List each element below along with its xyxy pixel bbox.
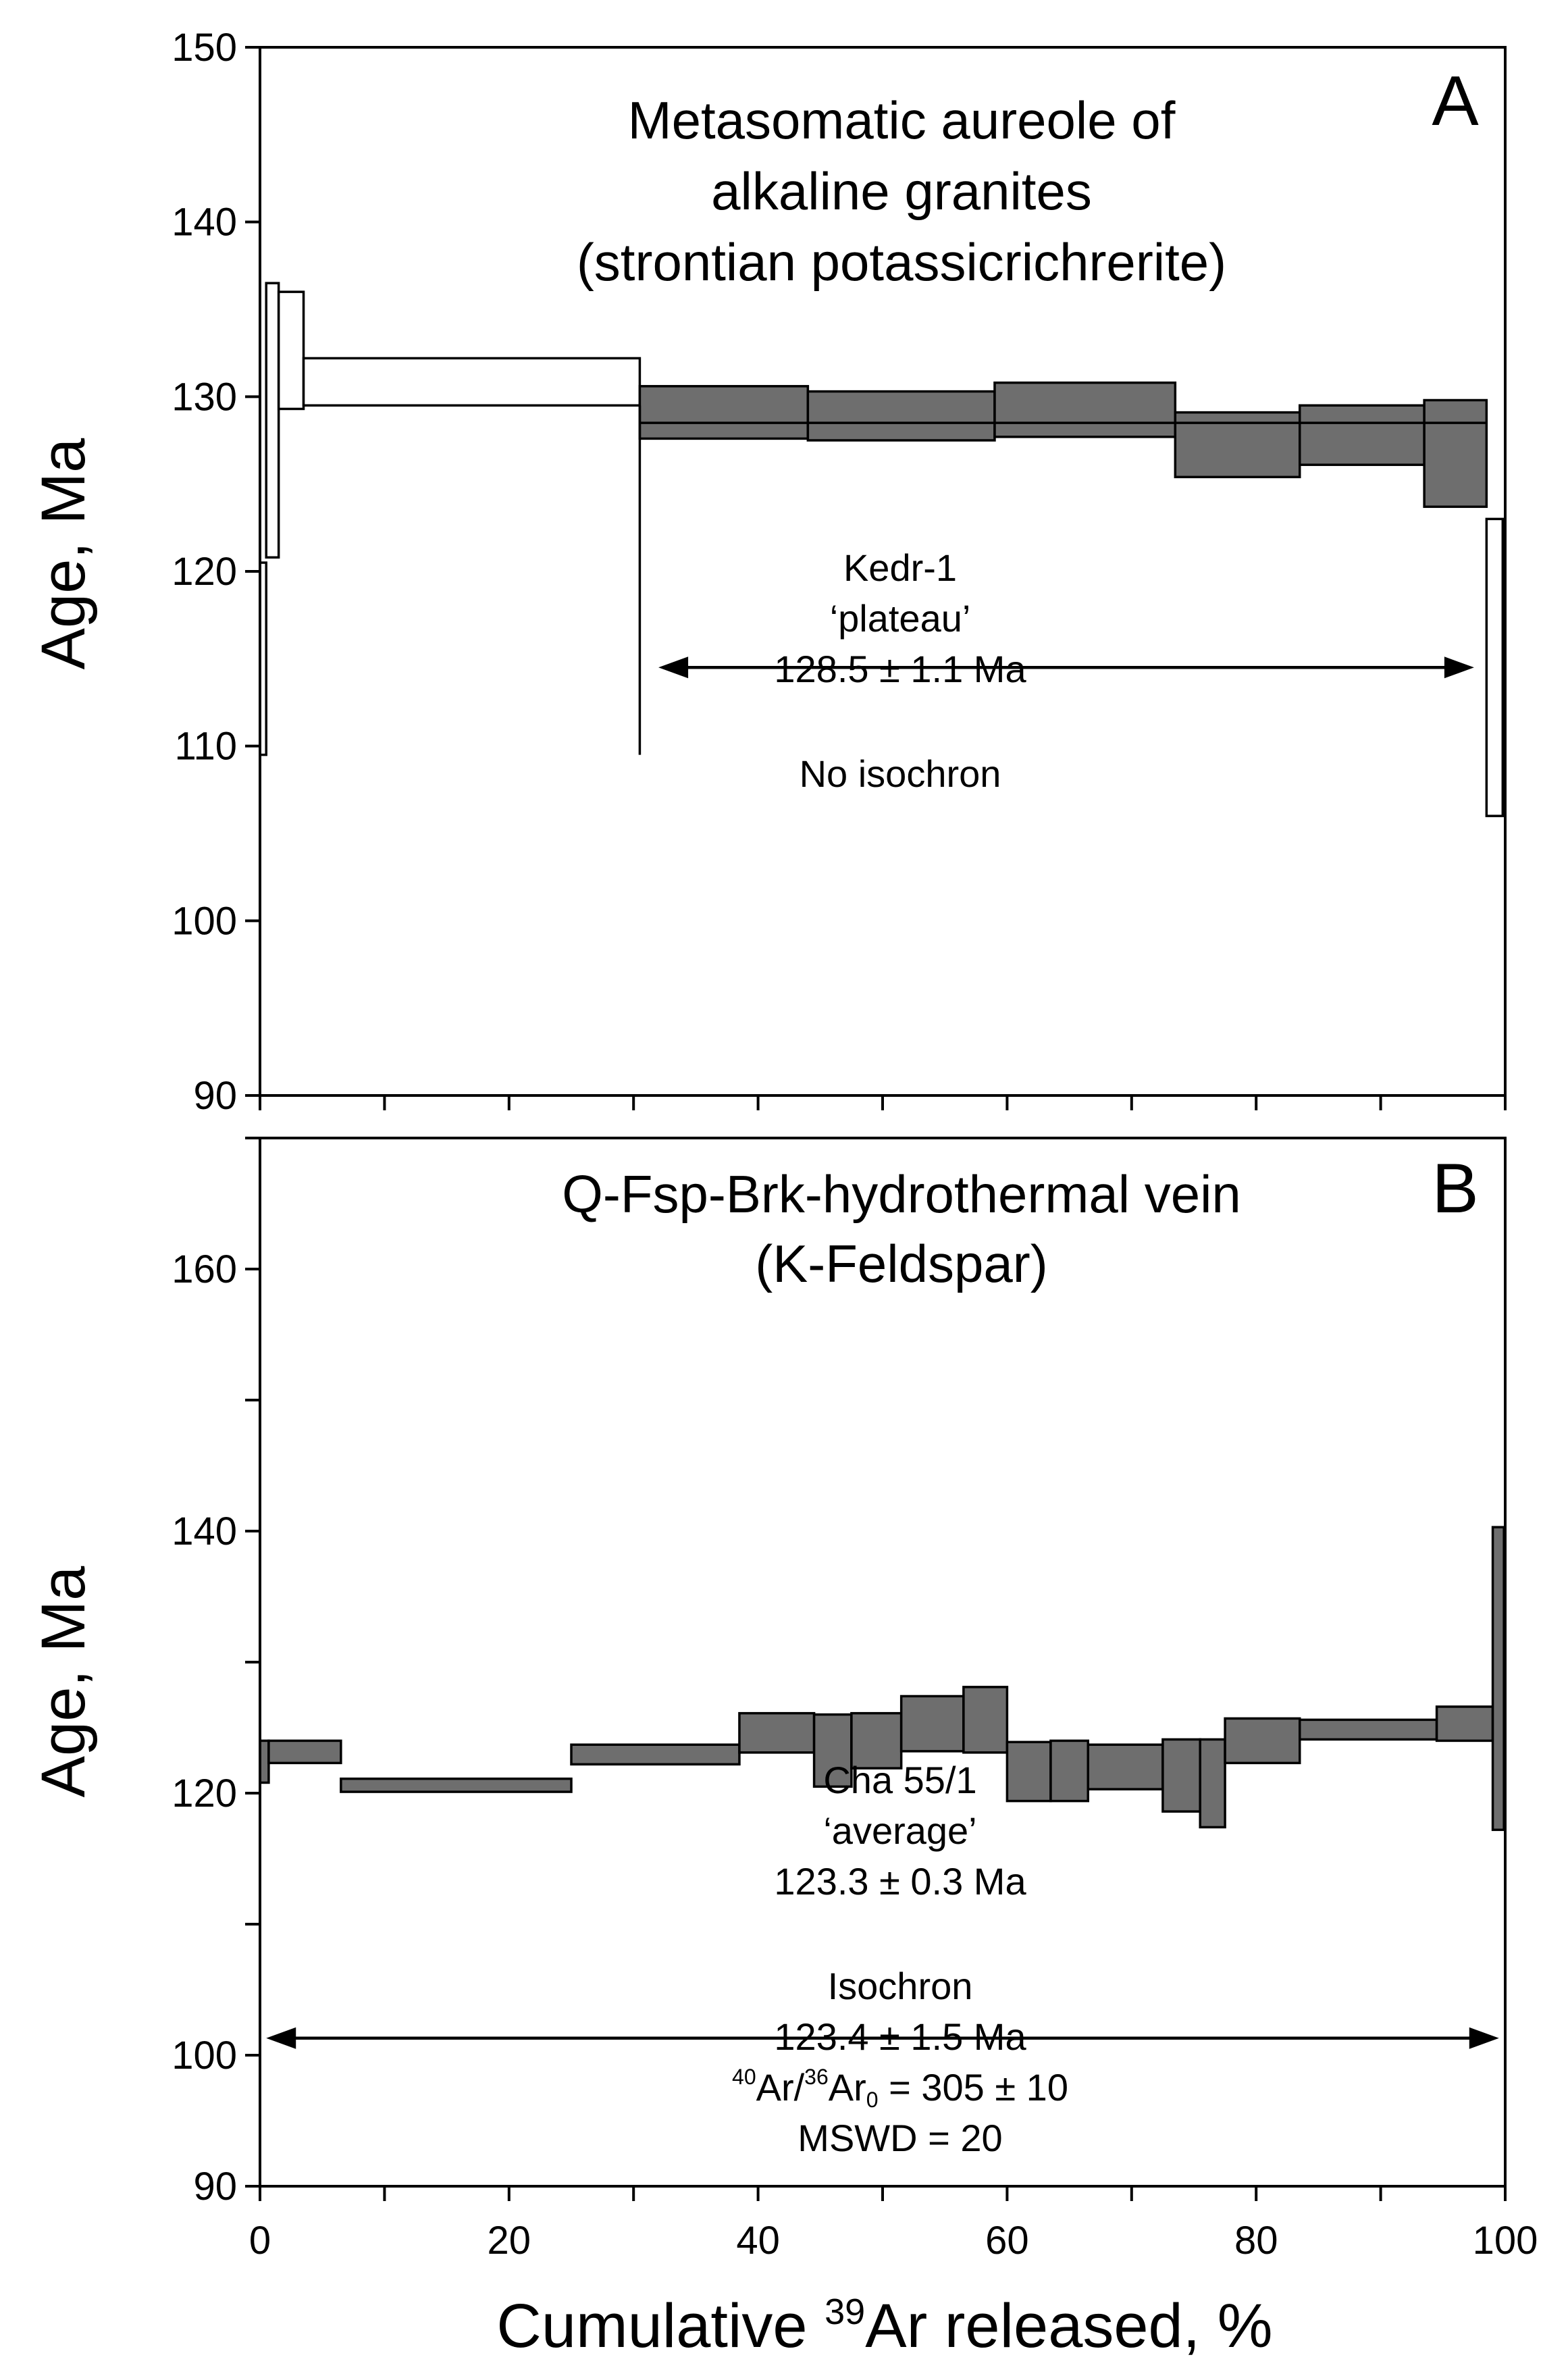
step-box-filled <box>993 381 1177 438</box>
x-tick-label: 100 <box>1473 2219 1538 2263</box>
annotation-line: 123.3 ± 0.3 Ma <box>774 1860 1026 1903</box>
step-box-filled <box>1049 1739 1090 1803</box>
arrow-head-right <box>1469 2027 1499 2049</box>
y-tick-label: 160 <box>172 1247 237 1291</box>
ratio-ar-b: Ar <box>829 2066 866 2109</box>
title-line: Q-Fsp-Brk-hydrothermal vein <box>562 1164 1241 1224</box>
y-ticks-b: 90 100 120 140 160 <box>172 1137 260 2209</box>
x-axis-label-suffix: Ar released, % <box>865 2292 1272 2360</box>
step-box-open <box>302 357 642 407</box>
steps-b <box>259 1526 1505 1832</box>
axes-frame-a <box>259 46 1507 1097</box>
x-tick-label: 40 <box>736 2219 780 2263</box>
step-box-filled <box>1199 1738 1226 1829</box>
x-axis-label-sup: 39 <box>825 2292 865 2332</box>
y-tick-label: 110 <box>175 725 237 769</box>
panel-a: Age, Ma 90 100 110 120 130 140 150 A Metasomat… <box>29 26 1507 1118</box>
y-tick-label: 100 <box>172 899 237 943</box>
isochron-age: 123.4 ± 1.5 Ma <box>774 2015 1026 2058</box>
panel-label-a: A <box>1432 62 1479 140</box>
panel-label-b: B <box>1432 1150 1478 1228</box>
step-box-filled <box>962 1686 1009 1754</box>
y-axis-label-a: Age, Ma <box>29 438 98 669</box>
x-axis-label: Cumulative 39Ar released, % <box>496 2292 1272 2360</box>
step-box-filled <box>899 1695 965 1753</box>
x-tick-label: 80 <box>1234 2219 1278 2263</box>
annotation-line: Cha 55/1 <box>823 1759 976 1801</box>
step-box-filled <box>340 1777 573 1793</box>
step-box-filled <box>1298 1718 1438 1741</box>
y-tick-label: 90 <box>193 1074 237 1118</box>
title-line: Metasomatic aureole of <box>628 91 1176 150</box>
step-box-open <box>277 290 305 411</box>
step-box-filled <box>1423 398 1488 509</box>
y-ticks-a: 90 100 110 120 130 140 150 <box>172 26 260 1118</box>
ratio-sup-40: 40 <box>732 2065 756 2089</box>
annotation-line: Kedr-1 <box>843 546 957 589</box>
isochron-mswd: MSWD = 20 <box>798 2117 1002 2159</box>
y-tick-label: 140 <box>172 1509 237 1553</box>
x-axis-label-prefix: Cumulative <box>496 2292 825 2360</box>
ratio-sub-0: 0 <box>866 2088 879 2112</box>
isochron-title: Isochron <box>828 1965 973 2007</box>
step-box-filled <box>1298 404 1426 466</box>
step-box-filled <box>812 1713 853 1788</box>
annotation-line: ‘plateau’ <box>830 597 971 640</box>
step-box-filled <box>570 1743 741 1766</box>
ratio-ar-a: Ar/ <box>756 2066 805 2109</box>
no-isochron-text: No isochron <box>800 752 1001 795</box>
x-tick-label: 60 <box>985 2219 1029 2263</box>
y-tick-label: 120 <box>172 550 237 594</box>
annotation-line: 128.5 ± 1.1 Ma <box>774 648 1026 690</box>
ratio-sup-36: 36 <box>804 2065 829 2089</box>
title-line: (K-Feldspar) <box>755 1234 1047 1293</box>
y-tick-label: 150 <box>172 26 237 70</box>
steps-a <box>259 282 1505 817</box>
title-line: (strontian potassicrichrerite) <box>577 232 1226 292</box>
y-tick-label: 100 <box>172 2034 237 2077</box>
step-box-open <box>1485 517 1505 817</box>
step-box-filled <box>1224 1717 1301 1765</box>
y-tick-label: 140 <box>172 201 237 244</box>
step-box-filled <box>1435 1705 1494 1742</box>
title-line: alkaline granites <box>711 161 1092 221</box>
y-tick-label: 90 <box>193 2165 237 2209</box>
axes-frame-b <box>259 1137 1507 2188</box>
step-box-filled <box>806 390 996 442</box>
panel-b: Age, Ma 90 100 120 140 160 0 20 40 60 80 100 B Q-… <box>29 1137 1538 2360</box>
annotation-line: ‘average’ <box>823 1809 976 1852</box>
extras-a <box>638 405 1487 755</box>
extras-b <box>266 2027 1499 2049</box>
step-box-filled <box>1161 1738 1201 1813</box>
y-tick-label: 130 <box>172 375 237 419</box>
x-ticks-a <box>259 1095 1507 1110</box>
x-ticks-b: 0 20 40 60 80 100 <box>249 2186 1538 2263</box>
arrow-head-right <box>1444 656 1474 679</box>
isochron-ratio: 40Ar/36Ar0 = 305 ± 10 <box>732 2065 1068 2112</box>
arrow-head-left <box>266 2027 296 2049</box>
step-box-filled <box>738 1711 816 1754</box>
y-axis-label-b: Age, Ma <box>29 1566 98 1797</box>
x-tick-label: 0 <box>249 2219 271 2263</box>
ratio-value: = 305 ± 10 <box>879 2066 1068 2109</box>
step-box-filled <box>1087 1743 1164 1790</box>
step-box-filled <box>1005 1740 1052 1803</box>
x-tick-label: 20 <box>488 2219 531 2263</box>
y-tick-label: 120 <box>172 1772 237 1815</box>
step-box-filled <box>638 385 810 440</box>
step-box-open <box>265 282 280 559</box>
step-box-filled <box>1491 1526 1505 1832</box>
arrow-head-left <box>658 656 689 679</box>
step-box-filled <box>267 1739 342 1765</box>
